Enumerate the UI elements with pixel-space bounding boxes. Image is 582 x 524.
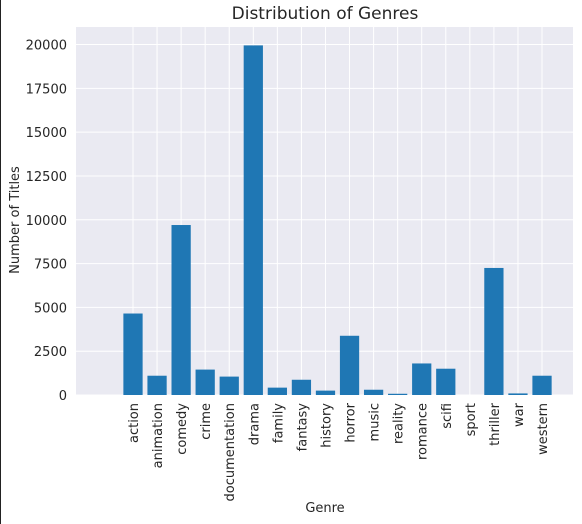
x-tick-label-drama: drama <box>247 403 262 445</box>
bar-crime <box>195 369 215 395</box>
bar-animation <box>147 375 167 395</box>
bar-comedy <box>171 225 191 395</box>
y-tick-labels: 0 2500 5000 7500 10000 12500 15000 17500 20000 <box>26 39 67 404</box>
bar-drama <box>243 45 263 396</box>
x-tick-label-action: action <box>127 403 142 443</box>
x-tick-label-reality: reality <box>392 403 407 444</box>
x-tick-labels: action animation comedy crime documentation d… <box>127 402 551 501</box>
x-tick-label-romance: romance <box>416 403 431 460</box>
y-tick-label: 20000 <box>26 39 67 54</box>
bar-music <box>363 389 384 395</box>
bar-fantasy <box>291 379 312 395</box>
y-tick-label: 7500 <box>34 258 67 273</box>
x-tick-label-history: history <box>319 403 334 448</box>
y-tick-label: 0 <box>59 389 67 404</box>
bar-reality <box>388 393 408 395</box>
y-tick-label: 12500 <box>26 170 67 185</box>
bar-horror <box>339 335 360 395</box>
bar-thriller <box>484 267 504 395</box>
x-tick-label-western: western <box>536 403 551 455</box>
x-tick-label-sport: sport <box>464 403 479 436</box>
bar-war <box>508 393 528 395</box>
bar-documentation <box>219 376 239 395</box>
bar-western <box>532 375 552 395</box>
bar-romance <box>412 363 432 395</box>
grid-lines <box>76 27 573 396</box>
x-tick-label-war: war <box>512 402 527 427</box>
bar-family <box>267 387 287 395</box>
x-tick-label-fantasy: fantasy <box>295 403 310 452</box>
y-axis-label: Number of Titles <box>8 166 23 274</box>
x-tick-label-thriller: thriller <box>488 402 503 446</box>
bar-action <box>123 313 143 395</box>
y-tick-label: 10000 <box>26 214 67 229</box>
bar-history <box>315 390 336 395</box>
x-tick-label-scifi: scifi <box>440 403 455 429</box>
bar-scifi <box>436 368 456 395</box>
x-tick-label-horror: horror <box>344 402 359 442</box>
x-tick-label-animation: animation <box>151 403 166 468</box>
window-edge <box>0 0 1 524</box>
x-tick-label-comedy: comedy <box>175 403 190 455</box>
x-tick-label-music: music <box>368 403 383 441</box>
y-tick-label: 2500 <box>34 345 67 360</box>
x-axis-label: Genre <box>305 501 344 516</box>
bars <box>123 45 552 396</box>
y-tick-label: 5000 <box>34 301 67 316</box>
x-tick-label-documentation: documentation <box>223 403 238 501</box>
y-tick-label: 17500 <box>26 82 67 97</box>
y-tick-label: 15000 <box>26 126 67 141</box>
chart-title: Distribution of Genres <box>232 4 419 24</box>
x-tick-label-crime: crime <box>199 403 214 440</box>
x-tick-label-family: family <box>271 403 286 443</box>
